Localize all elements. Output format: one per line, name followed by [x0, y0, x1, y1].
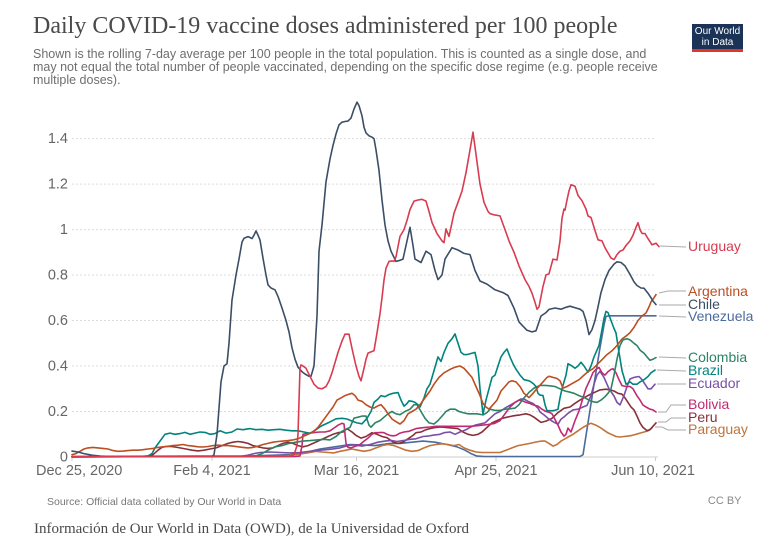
svg-text:Uruguay: Uruguay [688, 238, 741, 254]
svg-text:1: 1 [60, 222, 68, 238]
svg-text:Apr 25, 2021: Apr 25, 2021 [454, 463, 537, 479]
svg-text:0.8: 0.8 [48, 268, 68, 284]
svg-text:Peru: Peru [688, 409, 718, 425]
svg-text:Venezuela: Venezuela [688, 308, 754, 324]
svg-text:1.4: 1.4 [48, 131, 68, 147]
svg-text:0: 0 [60, 450, 68, 466]
svg-text:Ecuador: Ecuador [688, 375, 740, 391]
svg-text:0.6: 0.6 [48, 313, 68, 329]
svg-text:Jun 10, 2021: Jun 10, 2021 [611, 463, 695, 479]
svg-text:Feb 4, 2021: Feb 4, 2021 [173, 463, 250, 479]
svg-text:Mar 16, 2021: Mar 16, 2021 [314, 463, 399, 479]
svg-text:0.4: 0.4 [48, 359, 68, 375]
svg-text:1.2: 1.2 [48, 177, 68, 193]
svg-text:Dec 25, 2020: Dec 25, 2020 [36, 463, 122, 479]
svg-text:0.2: 0.2 [48, 404, 68, 420]
svg-text:Paraguay: Paraguay [688, 421, 748, 437]
svg-text:Bolivia: Bolivia [688, 396, 729, 412]
svg-text:Colombia: Colombia [688, 349, 747, 365]
svg-text:Chile: Chile [688, 296, 720, 312]
svg-text:Argentina: Argentina [688, 283, 748, 299]
svg-text:Brazil: Brazil [688, 362, 723, 378]
